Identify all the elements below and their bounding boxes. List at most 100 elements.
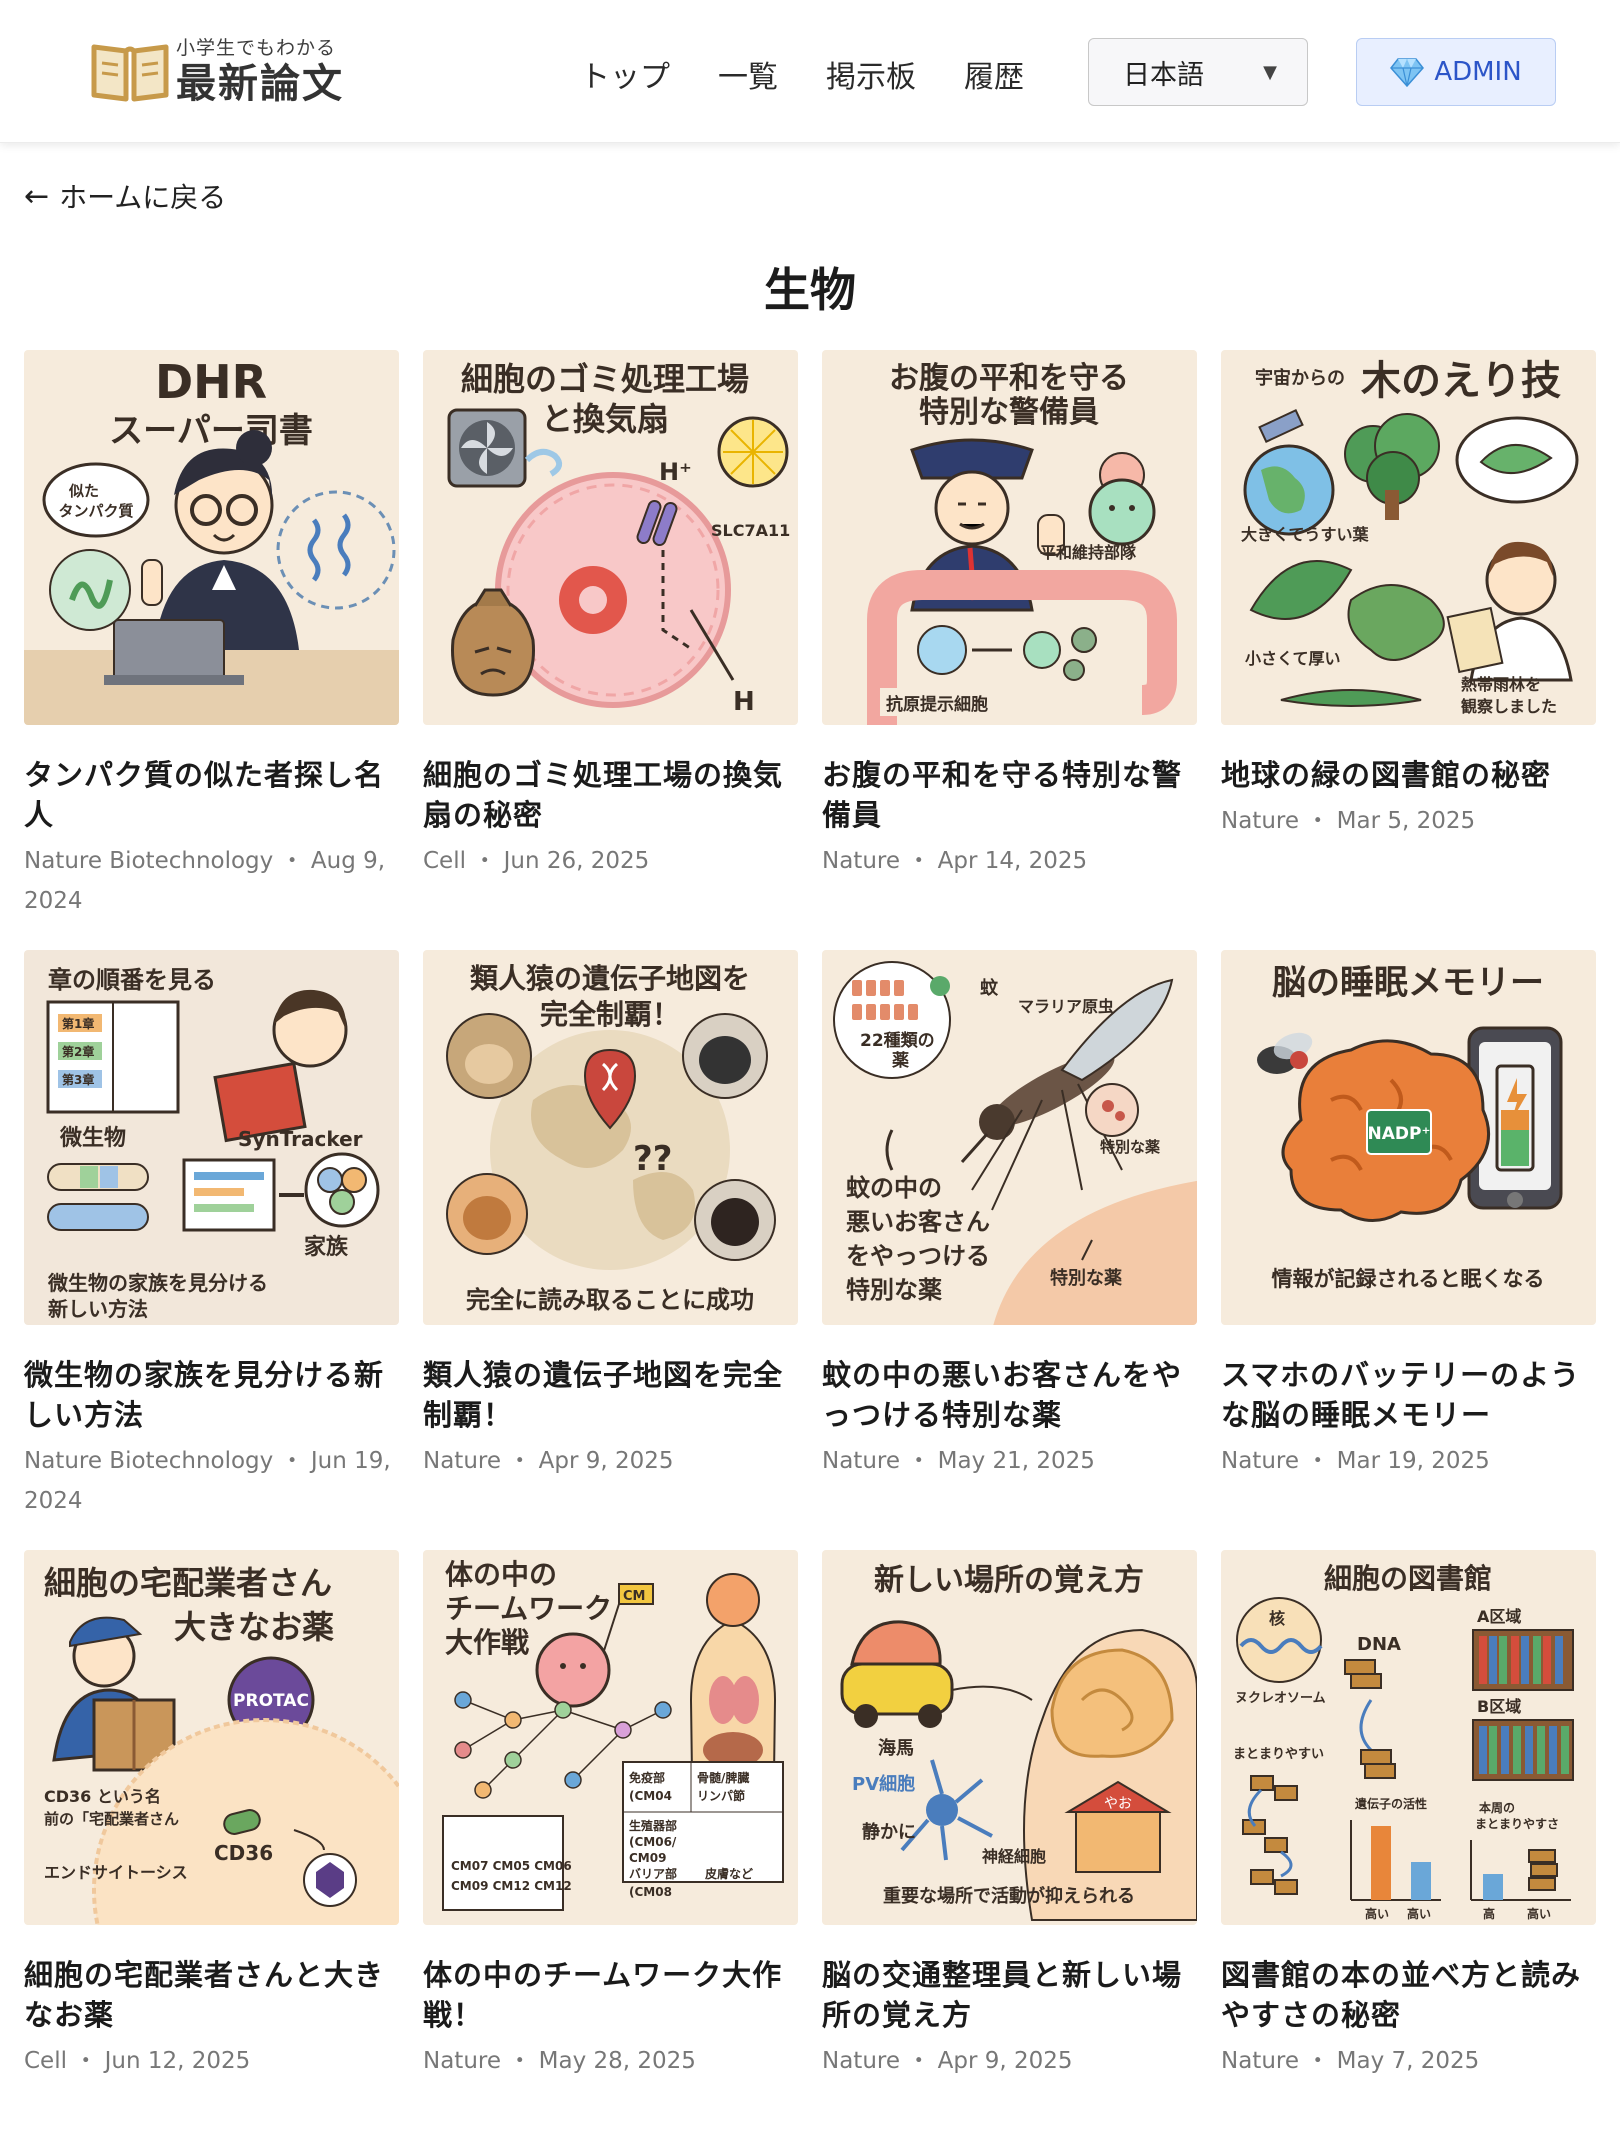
thumb-label2: 第2章 bbox=[62, 1044, 94, 1059]
article-date: Jun 12, 2025 bbox=[104, 2048, 251, 2074]
article-meta: Nature Biotechnology ・ Aug 9, 2024 bbox=[24, 848, 386, 914]
thumb-label10: 皮膚など bbox=[704, 1866, 753, 1881]
article-thumbnail[interactable]: 章の順番を見る 第1章 第2章 第3章 微生物 SynTracker bbox=[24, 950, 399, 1325]
thumb-footer: 情報が記録されると眠くなる bbox=[1272, 1267, 1545, 1291]
thumb-heading2: と換気扇 bbox=[541, 400, 669, 438]
article-card[interactable]: 細胞の宅配業者さん 大きなお薬 PROTAC CD36 という名 前の「宅配業者… bbox=[24, 1550, 399, 2150]
site-header: 小学生でもわかる 最新論文 トップ 一覧 掲示板 履歴 日本語 ▼ ADMIN bbox=[0, 0, 1620, 143]
article-thumbnail[interactable]: 細胞の宅配業者さん 大きなお薬 PROTAC CD36 という名 前の「宅配業者… bbox=[24, 1550, 399, 1925]
thumb-label7: 遺伝子の活性 bbox=[1354, 1796, 1427, 1811]
article-card[interactable]: 新しい場所の覚え方 海馬 PV細胞 静かに 神経細胞 やお 重要な場所で活動が抑… bbox=[822, 1550, 1197, 2150]
article-thumbnail[interactable]: 宇宙からの 木のえり技 大きくてうすい葉 小さくて厚い bbox=[1221, 350, 1596, 725]
admin-button[interactable]: ADMIN bbox=[1356, 38, 1556, 106]
thumb-heading: 類人猿の遺伝子地図を bbox=[470, 962, 750, 995]
article-title[interactable]: お腹の平和を守る特別な警備員 bbox=[822, 758, 1183, 832]
article-card[interactable]: 脳の睡眠メモリー NADP⁺ 情報が記録されると眠くなる スマホのバッテリーのよ… bbox=[1221, 950, 1596, 1550]
article-card[interactable]: 22種類の 薬 蚊 マラリア原虫 特別な薬 蚊の中の 悪いお客さん をやっつける… bbox=[822, 950, 1197, 1550]
article-thumbnail[interactable]: 細胞のゴミ処理工場 と換気扇 H⁺ SLC7A11 H bbox=[423, 350, 798, 725]
thumb-label1: 大きくてうすい葉 bbox=[1241, 525, 1370, 544]
article-title[interactable]: タンパク質の似た者探し名人 bbox=[24, 758, 385, 832]
thumb-label3: 熱帯雨林を bbox=[1461, 675, 1541, 694]
article-journal: Nature bbox=[423, 2048, 501, 2074]
article-date: May 7, 2025 bbox=[1336, 2048, 1480, 2074]
thumb-footer: 完全に読み取ることに成功 bbox=[466, 1286, 754, 1314]
article-thumbnail[interactable]: 22種類の 薬 蚊 マラリア原虫 特別な薬 蚊の中の 悪いお客さん をやっつける… bbox=[822, 950, 1197, 1325]
nav-list[interactable]: 一覧 bbox=[718, 60, 778, 95]
thumb-heading2: 特別な警備員 bbox=[919, 395, 1099, 430]
article-card[interactable]: 体の中の チームワーク 大作戦 CM bbox=[423, 1550, 798, 2150]
article-journal: Nature Biotechnology bbox=[24, 848, 274, 874]
thumb-label4: 薬 bbox=[892, 1051, 909, 1071]
article-card[interactable]: 宇宙からの 木のえり技 大きくてうすい葉 小さくて厚い bbox=[1221, 350, 1596, 950]
thumb-text1: 蚊の中の bbox=[846, 1174, 942, 1202]
article-card[interactable]: 細胞の図書館 核 DNA ヌクレオソーム A区域 B区域 bbox=[1221, 1550, 1596, 2150]
thumb-label12: 高 bbox=[1483, 1906, 1495, 1921]
nav-top[interactable]: トップ bbox=[580, 60, 670, 95]
article-journal: Nature bbox=[1221, 808, 1299, 834]
thumb-heading: 章の順番を見る bbox=[48, 966, 216, 994]
article-date: Aug 9, 2024 bbox=[24, 848, 386, 914]
article-thumbnail[interactable]: DHR スーパー司書 似た タンパク質 bbox=[24, 350, 399, 725]
article-title[interactable]: 類人猿の遺伝子地図を完全制覇！ bbox=[423, 1358, 784, 1432]
article-title[interactable]: スマホのバッテリーのような脳の睡眠メモリー bbox=[1221, 1358, 1581, 1432]
article-title[interactable]: 脳の交通整理員と新しい場所の覚え方 bbox=[822, 1958, 1183, 2032]
article-thumbnail[interactable]: お腹の平和を守る 特別な警備員 平和維持部隊 抗原提示細胞 bbox=[822, 350, 1197, 725]
article-card[interactable]: DHR スーパー司書 似た タンパク質 bbox=[24, 350, 399, 950]
article-card[interactable]: 類人猿の遺伝子地図を 完全制覇！ ?? 完全に読み取ることに成功 類人猿の遺伝子… bbox=[423, 950, 798, 1550]
article-title[interactable]: 体の中のチームワーク大作戦！ bbox=[423, 1958, 783, 2032]
thumb-label1: 海馬 bbox=[878, 1737, 914, 1759]
article-date: Mar 5, 2025 bbox=[1336, 808, 1476, 834]
thumb-label2: 小さくて厚い bbox=[1245, 649, 1341, 668]
thumb-label4: 観察しました bbox=[1461, 697, 1557, 716]
thumb-text4: 特別な薬 bbox=[846, 1276, 942, 1304]
article-grid: DHR スーパー司書 似た タンパク質 bbox=[24, 350, 1596, 2150]
article-title[interactable]: 蚊の中の悪いお客さんをやっつける特別な薬 bbox=[822, 1358, 1183, 1432]
back-home-label: ホームに戻る bbox=[59, 181, 227, 214]
thumb-label7: (CM06/ bbox=[629, 1835, 677, 1849]
thumb-heading2: チームワーク bbox=[445, 1592, 612, 1625]
article-journal: Nature bbox=[423, 1448, 501, 1474]
microbe-family-illustration: 章の順番を見る 第1章 第2章 第3章 微生物 SynTracker bbox=[24, 950, 399, 1325]
article-thumbnail[interactable]: 類人猿の遺伝子地図を 完全制覇！ ?? 完全に読み取ることに成功 bbox=[423, 950, 798, 1325]
article-title[interactable]: 図書館の本の並べ方と読みやすさの秘密 bbox=[1221, 1958, 1582, 2032]
thumb-heading: 細胞のゴミ処理工場 bbox=[461, 360, 749, 398]
thumb-label3: A区域 bbox=[1477, 1607, 1521, 1626]
thumb-label2: CD36 という名 bbox=[44, 1787, 161, 1806]
thumb-heading3: 大作戦 bbox=[445, 1626, 529, 1659]
article-title[interactable]: 細胞の宅配業者さんと大きなお薬 bbox=[24, 1958, 385, 2032]
thumb-label5: やお bbox=[1104, 1796, 1132, 1812]
language-select[interactable]: 日本語 ▼ bbox=[1088, 38, 1308, 106]
thumb-label3: H bbox=[733, 687, 755, 717]
cell-fan-illustration: 細胞のゴミ処理工場 と換気扇 H⁺ SLC7A11 H bbox=[423, 350, 798, 725]
thumb-label4: 骨髄/脾臓 bbox=[697, 1770, 749, 1785]
article-title[interactable]: 微生物の家族を見分ける新しい方法 bbox=[24, 1358, 385, 1432]
nav-history[interactable]: 履歴 bbox=[964, 60, 1024, 95]
thumb-label9: バリア部 bbox=[629, 1866, 677, 1881]
thumb-heading: 新しい場所の覚え方 bbox=[874, 1563, 1144, 1598]
logo-title: 最新論文 bbox=[176, 60, 344, 107]
thumb-label8: 本周の bbox=[1479, 1800, 1515, 1815]
article-card[interactable]: 細胞のゴミ処理工場 と換気扇 H⁺ SLC7A11 H bbox=[423, 350, 798, 950]
thumb-label2: 抗原提示細胞 bbox=[886, 694, 988, 715]
article-thumbnail[interactable]: 細胞の図書館 核 DNA ヌクレオソーム A区域 B区域 bbox=[1221, 1550, 1596, 1925]
article-thumbnail[interactable]: 新しい場所の覚え方 海馬 PV細胞 静かに 神経細胞 やお 重要な場所で活動が抑… bbox=[822, 1550, 1197, 1925]
thumb-label11: (CM08 bbox=[629, 1885, 672, 1899]
article-card[interactable]: お腹の平和を守る 特別な警備員 平和維持部隊 抗原提示細胞 bbox=[822, 350, 1197, 950]
back-home-link[interactable]: ← ホームに戻る bbox=[24, 176, 226, 216]
article-journal: Nature bbox=[1221, 1448, 1299, 1474]
article-thumbnail[interactable]: 脳の睡眠メモリー NADP⁺ 情報が記録されると眠くなる bbox=[1221, 950, 1596, 1325]
language-value: 日本語 bbox=[1123, 59, 1204, 91]
article-title[interactable]: 細胞のゴミ処理工場の換気扇の秘密 bbox=[423, 758, 784, 832]
brain-battery-illustration: 脳の睡眠メモリー NADP⁺ 情報が記録されると眠くなる bbox=[1221, 950, 1596, 1325]
article-date: Jun 26, 2025 bbox=[503, 848, 650, 874]
thumb-label5: リンパ節 bbox=[697, 1788, 745, 1803]
nav-board[interactable]: 掲示板 bbox=[826, 60, 916, 95]
article-card[interactable]: 章の順番を見る 第1章 第2章 第3章 微生物 SynTracker bbox=[24, 950, 399, 1550]
thumb-label1: CM bbox=[623, 1589, 645, 1604]
thumb-label1: NADP⁺ bbox=[1368, 1124, 1431, 1144]
site-logo[interactable]: 小学生でもわかる 最新論文 bbox=[90, 36, 344, 106]
article-title[interactable]: 地球の緑の図書館の秘密 bbox=[1221, 758, 1552, 792]
article-thumbnail[interactable]: 体の中の チームワーク 大作戦 CM bbox=[423, 1550, 798, 1925]
thumb-text3: をやっつける bbox=[846, 1242, 990, 1270]
thumb-footer: 重要な場所で活動が抑えられる bbox=[883, 1885, 1135, 1907]
